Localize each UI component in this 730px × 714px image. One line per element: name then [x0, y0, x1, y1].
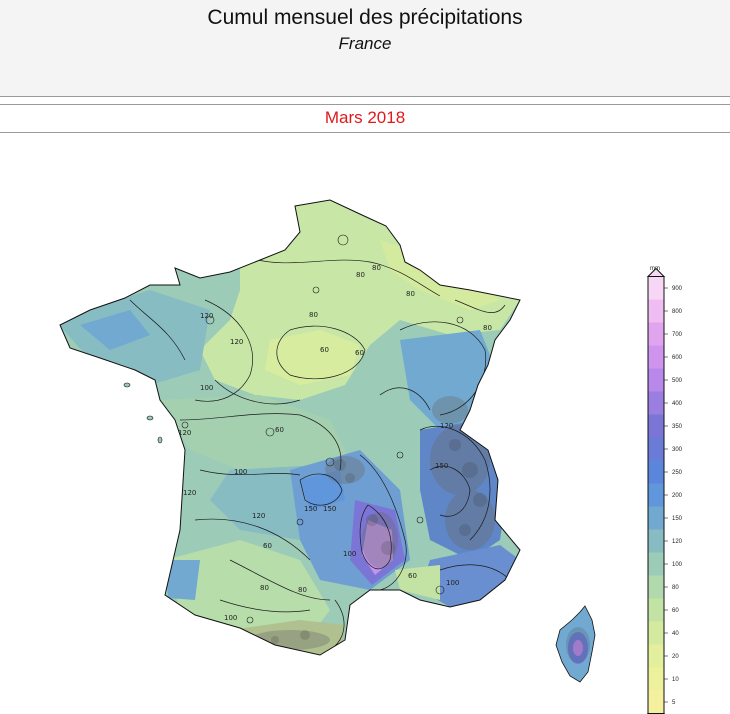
- legend-tick-label: 600: [672, 355, 683, 361]
- region-auvergne-200: [300, 470, 345, 510]
- legend-swatch: [648, 345, 664, 369]
- legend-swatch: [648, 690, 664, 714]
- contour-label: 80: [483, 324, 492, 332]
- contour-label: 150: [323, 505, 336, 513]
- legend-tick-label: 150: [672, 516, 683, 522]
- legend-swatch: [648, 575, 664, 599]
- legend-swatch: [648, 391, 664, 415]
- header-panel: [0, 0, 730, 96]
- legend-swatch: [648, 276, 664, 300]
- legend-swatch: [648, 621, 664, 645]
- map-title: Cumul mensuel des précipitations: [207, 6, 523, 29]
- legend-tick-label: 20: [672, 654, 679, 660]
- legend-swatch: [648, 414, 664, 438]
- contour-lines: [129, 257, 511, 651]
- legend-tick-label: 900: [672, 286, 683, 292]
- legend-swatch: [648, 644, 664, 668]
- contour-label: 100: [446, 579, 459, 587]
- contour-label: 120: [183, 489, 196, 497]
- legend-tick-label: 800: [672, 309, 683, 315]
- legend-swatch: [648, 667, 664, 691]
- legend-swatch: [648, 299, 664, 323]
- legend-swatch: [648, 460, 664, 484]
- contour-label: 100: [234, 468, 247, 476]
- region-center-100: [160, 395, 350, 470]
- region-cevennes-500: [362, 520, 393, 575]
- contour-label: 120: [230, 338, 243, 346]
- legend-swatch: [648, 552, 664, 576]
- corsica-center-400: [573, 640, 583, 656]
- atlantic-islands: [123, 382, 163, 444]
- legend-tick-label: 80: [672, 585, 679, 591]
- contour-label: 150: [435, 462, 448, 470]
- legend-tick-label: 300: [672, 447, 683, 453]
- legend-tick-label: 5: [672, 700, 676, 706]
- contour-label: 120: [252, 512, 265, 520]
- contour-label: 80: [260, 584, 269, 592]
- legend-tick-label: 10: [672, 677, 679, 683]
- corsica-border: [555, 605, 596, 683]
- legend-max-arrow: [646, 267, 666, 277]
- contour-label: 60: [320, 346, 329, 354]
- contour-label-group: 80 80 80 80 80 60 60 60 120 120 120 120 …: [178, 264, 492, 622]
- region-rhone-delta-60: [395, 565, 440, 600]
- legend-swatch: [648, 506, 664, 530]
- contour-label: 120: [200, 312, 213, 320]
- contour-rings: [181, 234, 464, 624]
- contour-label: 120: [178, 429, 191, 437]
- divider-bottom: [0, 132, 730, 133]
- legend-tick-label: 40: [672, 631, 679, 637]
- france-border: [59, 199, 521, 656]
- contour-label: 100: [343, 550, 356, 558]
- region-alps-200: [420, 420, 510, 560]
- contour-label: 80: [309, 311, 318, 319]
- contour-label: 60: [408, 572, 417, 580]
- corsica-relief: [566, 627, 590, 663]
- legend-tick-label: 350: [672, 424, 683, 430]
- region-paris-60: [265, 330, 360, 385]
- legend-swatch: [648, 483, 664, 507]
- contour-label: 80: [298, 586, 307, 594]
- divider-top: [0, 96, 730, 97]
- contour-label: 60: [355, 349, 364, 357]
- contour-label: 80: [406, 290, 415, 298]
- period-label: Mars 2018: [324, 108, 406, 127]
- contour-label: 80: [356, 271, 365, 279]
- legend-tick-label: 700: [672, 332, 683, 338]
- legend-swatch: [648, 598, 664, 622]
- legend-tick-label: 500: [672, 378, 683, 384]
- contour-label: 80: [372, 264, 381, 272]
- relief-shading: [250, 396, 495, 650]
- legend-tick-label: 60: [672, 608, 679, 614]
- contour-label: 100: [200, 384, 213, 392]
- contour-label: 100: [224, 614, 237, 622]
- legend-swatch: [648, 368, 664, 392]
- region-landes-150: [165, 560, 200, 600]
- contour-label: 120: [440, 422, 453, 430]
- legend-tick-label: 100: [672, 562, 683, 568]
- legend-swatch: [648, 322, 664, 346]
- legend-tick-label: 400: [672, 401, 683, 407]
- contour-label: 60: [275, 426, 284, 434]
- relief-fine-shading: [271, 439, 487, 644]
- legend-swatch: [648, 529, 664, 553]
- region-brittany-150: [80, 310, 150, 350]
- legend-tick-label: 120: [672, 539, 683, 545]
- divider-middle: [0, 104, 730, 105]
- map-subtitle: France: [338, 34, 392, 53]
- contour-label: 150: [304, 505, 317, 513]
- color-scale-legend: 5 10 20 40 60 80 100 120 150 200 250 300 350 400 500 60…: [646, 267, 683, 714]
- contour-label: 60: [263, 542, 272, 550]
- legend-tick-label: 200: [672, 493, 683, 499]
- legend-tick-label: 250: [672, 470, 683, 476]
- legend-swatch: [648, 437, 664, 461]
